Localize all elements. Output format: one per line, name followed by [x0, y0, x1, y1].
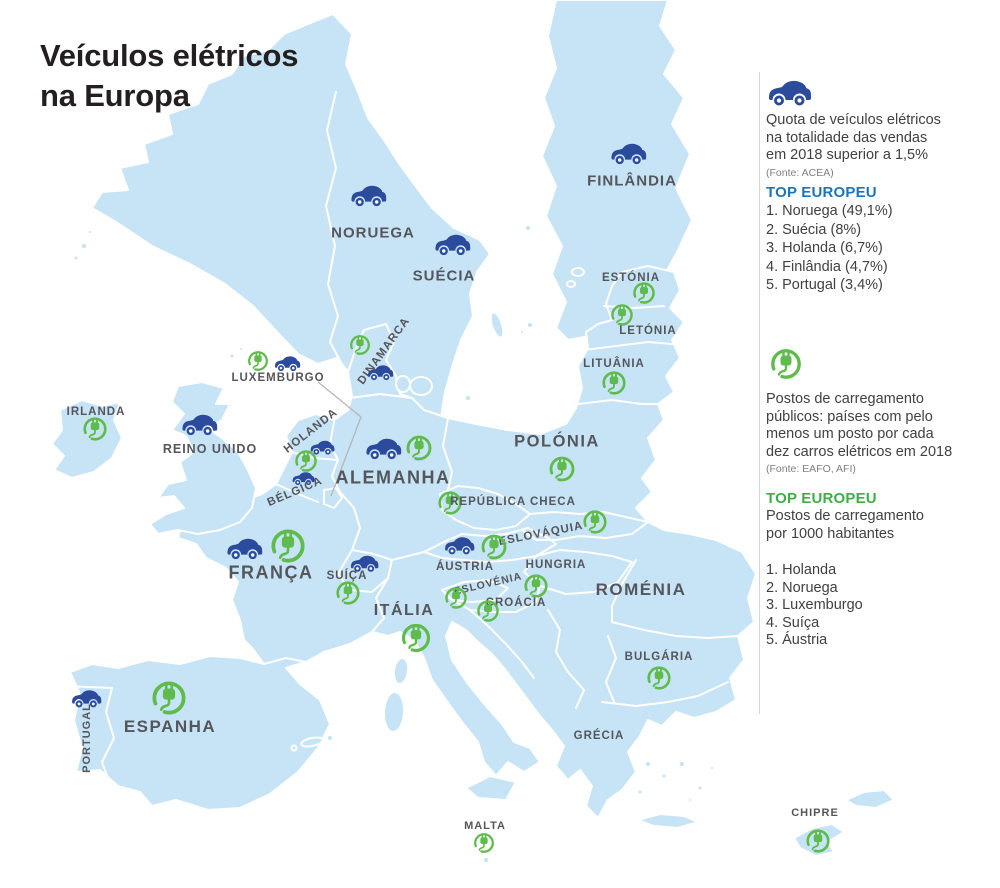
car-icon-noruega [349, 183, 387, 208]
list-item: 2. Suécia (8%) [766, 221, 862, 238]
list-item: 4. Suíça [766, 614, 820, 631]
top-europeu-charging-list: 1. Holanda 2. Noruega 3. Luxemburgo 4. S… [766, 562, 863, 650]
country-label-noruega: NORUEGA [331, 224, 415, 242]
list-item: 1. Holanda [766, 562, 837, 578]
page-title-line1: Veículos elétricos [40, 38, 299, 73]
country-label-polonia: POLÓNIA [514, 432, 600, 451]
country-label-croacia: CROÁCIA [485, 597, 547, 609]
top-europeu-charging-subtitle: Postos de carregamento por 1000 habitant… [766, 508, 924, 542]
list-item: 1. Noruega (49,1%) [766, 203, 893, 219]
country-label-finlandia: FINLÂNDIA [587, 172, 677, 190]
charging-icon-espanha [149, 678, 189, 718]
list-item: 3. Luxemburgo [766, 597, 863, 614]
country-label-suica: SUÍÇA [326, 570, 368, 582]
charging-icon-chipre [804, 827, 832, 855]
car-icon-dinamarca [366, 363, 394, 381]
charging-icon-polonia [547, 454, 577, 484]
charging-icon-lituania [600, 369, 628, 397]
legend-charging-text: Postos de carregamento públicos: países … [766, 391, 952, 479]
legend-sales-source: (Fonte: ACEA) [766, 166, 834, 179]
list-item: 2. Noruega [766, 579, 838, 596]
charging-icon-irlanda [81, 415, 109, 443]
country-label-reino-unido: REINO UNIDO [162, 442, 258, 456]
sidebar-divider [759, 72, 760, 714]
charging-icon-franca [268, 526, 308, 566]
country-label-estonia: ESTÓNIA [601, 272, 661, 284]
page-title-line2: na Europa [40, 78, 190, 113]
legend-car-icon [766, 77, 812, 107]
top-europeu-sales-heading: TOP EUROPEU [766, 184, 877, 201]
island-great-britain [149, 381, 257, 535]
car-icon-suica [349, 553, 379, 573]
charging-icon-bulgaria [645, 664, 673, 692]
car-icon-suecia [433, 232, 471, 257]
country-label-bulgaria: BULGÁRIA [624, 651, 694, 663]
list-item: 5. Portugal (3,4%) [766, 277, 883, 293]
charging-icon-suica [334, 579, 362, 607]
car-icon-finlandia [609, 141, 647, 166]
legend-sales-text: Quota de veículos elétricos na totalidad… [766, 112, 941, 182]
country-label-espanha: ESPANHA [123, 717, 217, 736]
leader-line-luxemburgo [317, 381, 362, 497]
country-label-romenia: ROMÉNIA [595, 580, 687, 599]
charging-icon-italia [399, 621, 433, 655]
car-icon-austria [443, 535, 475, 556]
legend-charging-icon [768, 346, 804, 382]
country-label-suecia: SUÉCIA [412, 267, 476, 285]
charging-icon-luxemburgo [246, 349, 270, 373]
list-item: 4. Finlândia (4,7%) [766, 258, 888, 275]
list-item: 5. Áustria [766, 632, 828, 649]
country-label-irlanda: IRLANDA [66, 406, 126, 418]
country-label-hungria: HUNGRIA [525, 559, 587, 571]
country-label-austria: ÁUSTRIA [435, 561, 495, 573]
charging-icon-austria [479, 532, 509, 562]
country-label-portugal: PORTUGAL [81, 703, 93, 773]
country-label-alemanha: ALEMANHA [335, 467, 451, 488]
country-label-letonia: LETÓNIA [619, 325, 677, 337]
charging-icon-croacia [475, 598, 501, 624]
island-ireland [51, 399, 123, 479]
car-icon-reino-unido [180, 412, 218, 437]
country-label-luxemburgo: LUXEMBURGO [231, 372, 325, 384]
country-label-italia: ITÁLIA [373, 602, 435, 619]
country-label-lituania: LITUÂNIA [583, 358, 645, 370]
car-icon-luxemburgo [273, 354, 301, 372]
legend-charging-source: (Fonte: EAFO, AFI) [766, 463, 856, 475]
charging-icon-eslovenia [443, 585, 469, 611]
top-europeu-sales-list: 1. Noruega (49,1%) 2. Suécia (8%) 3. Hol… [766, 203, 893, 296]
list-item: 3. Holanda (6,7%) [766, 240, 883, 256]
charging-icon-hungria [522, 572, 550, 600]
country-label-chipre: CHIPRE [791, 807, 839, 819]
top-europeu-charging-heading: TOP EUROPEU [766, 490, 877, 507]
country-label-franca: FRANÇA [228, 562, 314, 583]
charging-icon-eslovaquia [581, 508, 609, 536]
country-label-republica-checa: REPÚBLICA CHECA [450, 496, 576, 508]
charging-icon-malta [472, 831, 496, 855]
page-title: Veículos elétricos na Europa [40, 36, 299, 116]
country-label-grecia: GRÉCIA [573, 730, 625, 742]
charging-icon-dinamarca [348, 333, 372, 357]
country-label-malta: MALTA [464, 820, 506, 832]
charging-icon-alemanha [404, 433, 434, 463]
car-icon-franca [225, 536, 263, 561]
car-icon-alemanha [364, 436, 402, 461]
